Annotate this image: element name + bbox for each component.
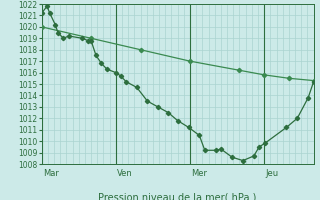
Text: Ven: Ven	[117, 169, 132, 178]
Text: Mer: Mer	[191, 169, 207, 178]
Text: Mar: Mar	[43, 169, 59, 178]
Text: Pression niveau de la mer( hPa ): Pression niveau de la mer( hPa )	[99, 193, 257, 200]
Text: Jeu: Jeu	[265, 169, 278, 178]
